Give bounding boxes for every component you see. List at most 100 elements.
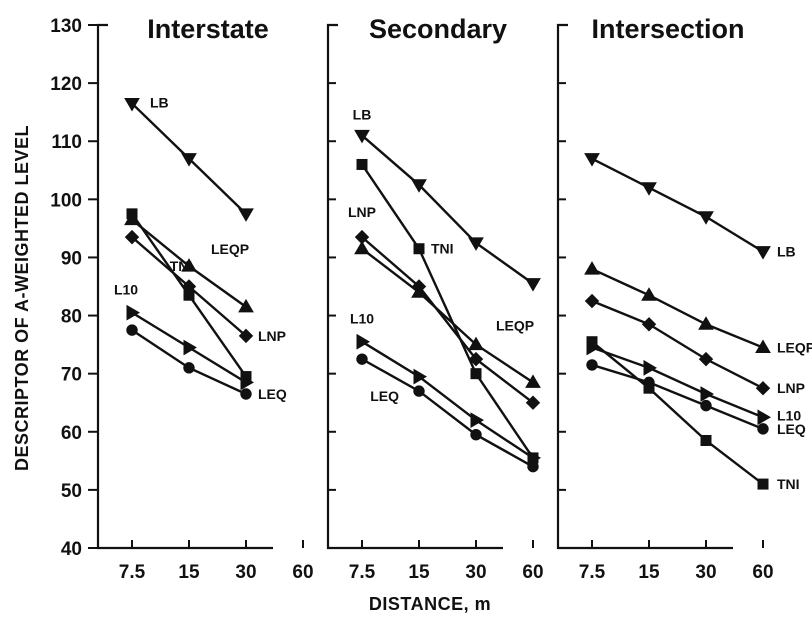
y-tick-label: 40 [61, 539, 82, 560]
marker-lb [238, 208, 254, 222]
marker-lb [755, 246, 771, 260]
marker-tni [470, 368, 482, 380]
series-label-leq: LEQ [777, 421, 806, 437]
marker-l10 [700, 386, 714, 402]
series-label-leq: LEQ [258, 386, 287, 402]
marker-tni [700, 434, 712, 446]
marker-leqp [181, 258, 197, 272]
series-label-lb: LB [353, 106, 372, 122]
series-line-lnp [591, 299, 764, 390]
x-tick-label: 15 [408, 562, 430, 583]
y-tick-label: 110 [51, 132, 82, 153]
marker-lb [584, 153, 600, 167]
x-tick-label: 60 [292, 562, 313, 583]
marker-tni [757, 478, 769, 490]
marker-leqp [755, 339, 771, 354]
series-line-lb [591, 157, 764, 253]
marker-lnp [641, 317, 657, 332]
marker-lb [641, 182, 657, 196]
series-label-lb: LB [777, 244, 796, 260]
series-label-l10: L10 [114, 282, 138, 298]
series-label-tni: TNI [170, 258, 193, 274]
marker-leq [356, 353, 368, 365]
marker-lb [124, 97, 140, 112]
panel-frame [96, 23, 273, 550]
series-line-lb [361, 134, 534, 285]
marker-leqp [468, 336, 484, 351]
panel-title: Intersection [591, 14, 744, 44]
series-label-leqp: LEQP [211, 241, 249, 257]
series-line-tni [591, 340, 764, 486]
marker-leq [413, 385, 425, 397]
x-tick-label: 7.5 [349, 562, 376, 583]
series-line-lnp [361, 236, 534, 404]
panel-frame [556, 23, 733, 550]
series-label-lnp: LNP [258, 328, 286, 344]
y-tick-label: 60 [61, 423, 82, 444]
marker-leq [527, 460, 539, 473]
x-tick-label: 30 [235, 562, 256, 583]
marker-lb [468, 237, 484, 251]
marker-lb [181, 153, 197, 167]
series-label-leq: LEQ [370, 388, 399, 404]
marker-l10 [240, 374, 254, 391]
y-tick-label: 50 [61, 481, 82, 502]
marker-leqp [584, 261, 600, 275]
x-tick-label: 30 [695, 562, 716, 583]
marker-leq [470, 428, 482, 441]
marker-leqp [354, 240, 370, 255]
series-label-tni: TNI [777, 476, 800, 492]
series-label-lb: LB [150, 94, 169, 110]
series-label-l10: L10 [777, 407, 801, 423]
y-tick-label: 120 [50, 74, 82, 95]
series-line-leq [591, 363, 764, 430]
marker-leq [126, 324, 138, 336]
series-line-tni [361, 163, 534, 459]
marker-tni [643, 382, 655, 394]
marker-lb [411, 179, 427, 193]
marker-tni [126, 208, 138, 220]
series-line-l10 [361, 340, 534, 459]
y-axis: 40 50 60 70 80 90 100 110 120 130 [50, 16, 98, 560]
x-tick-label: 60 [522, 562, 543, 583]
panel-interstate: Interstate 7.5 15 30 60 LB LEQP L10 TNI LNP LEQ [96, 14, 314, 583]
marker-leqp [525, 374, 541, 388]
marker-lb [525, 278, 541, 292]
x-tick-label: 15 [638, 562, 660, 583]
y-tick-label: 100 [50, 190, 82, 211]
series-label-l10: L10 [350, 311, 374, 327]
marker-lb [698, 211, 714, 225]
marker-leq [240, 388, 252, 400]
marker-leq [757, 423, 769, 435]
series-line-leqp [591, 267, 764, 349]
series-label-tni: TNI [431, 241, 454, 257]
marker-leq [700, 399, 712, 412]
marker-lnp [698, 351, 714, 367]
marker-l10 [470, 412, 484, 429]
marker-lb [354, 129, 370, 144]
marker-tni [356, 158, 368, 170]
y-axis-title: DESCRIPTOR OF A-WEIGHTED LEVEL [12, 125, 32, 471]
panel-secondary: Secondary 7.5 15 30 60 LB LNP TNI L10 LEQP LEQ [326, 14, 544, 583]
marker-lnp [584, 293, 600, 309]
series-label-lnp: LNP [348, 204, 376, 220]
marker-tni [413, 243, 425, 255]
series-label-leqp: LEQP [777, 340, 812, 356]
marker-l10 [643, 359, 657, 376]
series-label-leqp: LEQP [496, 318, 534, 334]
y-tick-label: 70 [61, 365, 82, 386]
marker-lnp [468, 351, 484, 367]
series-label-lnp: LNP [777, 380, 805, 396]
marker-leqp [698, 316, 714, 330]
marker-l10 [126, 304, 140, 321]
marker-leqp [238, 298, 254, 313]
panel-title: Secondary [369, 14, 507, 44]
series-line-leq [361, 358, 534, 468]
marker-leq [586, 359, 598, 371]
series-line-leq [131, 329, 247, 396]
marker-lnp [124, 229, 140, 245]
x-tick-label: 7.5 [119, 562, 146, 583]
x-tick-label: 7.5 [579, 562, 606, 583]
y-tick-label: 130 [50, 16, 82, 37]
